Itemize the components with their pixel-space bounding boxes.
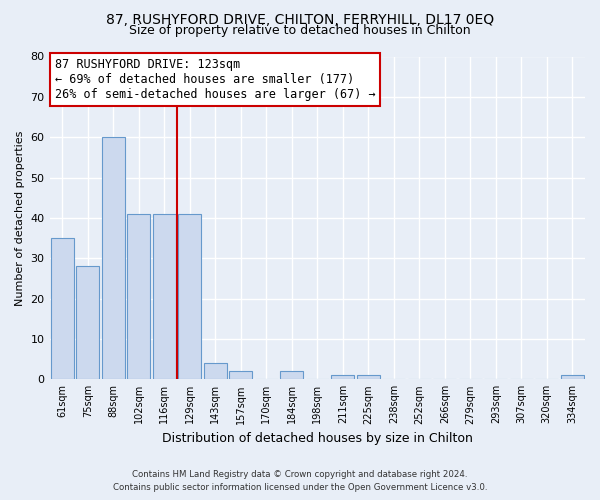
- X-axis label: Distribution of detached houses by size in Chilton: Distribution of detached houses by size …: [162, 432, 473, 445]
- Bar: [153, 214, 176, 380]
- Bar: [102, 137, 125, 380]
- Bar: [229, 371, 252, 380]
- Bar: [204, 363, 227, 380]
- Text: Contains HM Land Registry data © Crown copyright and database right 2024.
Contai: Contains HM Land Registry data © Crown c…: [113, 470, 487, 492]
- Bar: [357, 376, 380, 380]
- Y-axis label: Number of detached properties: Number of detached properties: [15, 130, 25, 306]
- Bar: [178, 214, 201, 380]
- Bar: [76, 266, 99, 380]
- Text: Size of property relative to detached houses in Chilton: Size of property relative to detached ho…: [129, 24, 471, 37]
- Bar: [280, 371, 303, 380]
- Bar: [127, 214, 150, 380]
- Text: 87 RUSHYFORD DRIVE: 123sqm
← 69% of detached houses are smaller (177)
26% of sem: 87 RUSHYFORD DRIVE: 123sqm ← 69% of deta…: [55, 58, 376, 101]
- Bar: [561, 376, 584, 380]
- Text: 87, RUSHYFORD DRIVE, CHILTON, FERRYHILL, DL17 0EQ: 87, RUSHYFORD DRIVE, CHILTON, FERRYHILL,…: [106, 12, 494, 26]
- Bar: [51, 238, 74, 380]
- Bar: [331, 376, 354, 380]
